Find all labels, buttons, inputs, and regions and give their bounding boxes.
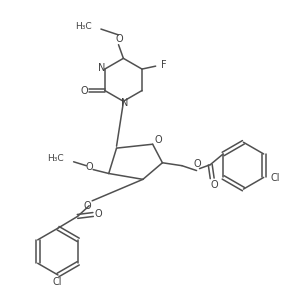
Text: O: O bbox=[194, 159, 201, 169]
Text: O: O bbox=[155, 135, 162, 145]
Text: H₃C: H₃C bbox=[47, 154, 64, 163]
Text: Cl: Cl bbox=[52, 277, 62, 287]
Text: F: F bbox=[160, 60, 166, 70]
Text: N: N bbox=[98, 63, 105, 73]
Text: O: O bbox=[210, 180, 218, 190]
Text: O: O bbox=[83, 201, 91, 211]
Text: O: O bbox=[94, 210, 102, 219]
Text: O: O bbox=[116, 34, 123, 44]
Text: O: O bbox=[85, 162, 93, 172]
Text: Cl: Cl bbox=[270, 174, 280, 183]
Text: H₃C: H₃C bbox=[76, 22, 92, 31]
Text: O: O bbox=[80, 86, 88, 95]
Text: N: N bbox=[121, 98, 128, 108]
